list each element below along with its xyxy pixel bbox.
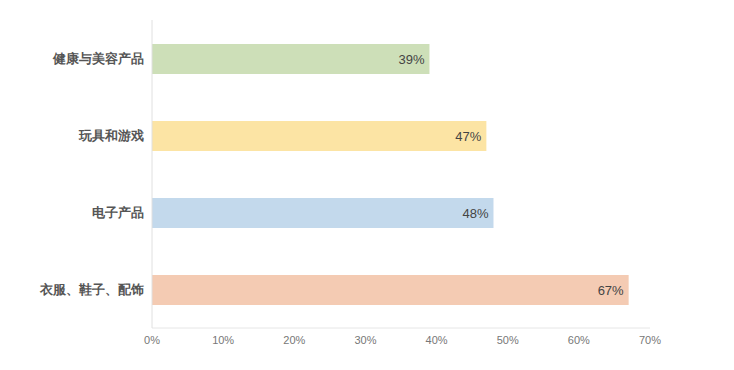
svg-text:70%: 70% — [639, 334, 661, 346]
svg-text:衣服、鞋子、配饰: 衣服、鞋子、配饰 — [39, 282, 144, 297]
svg-text:39%: 39% — [398, 52, 424, 67]
svg-text:0%: 0% — [144, 334, 160, 346]
svg-text:健康与美容产品: 健康与美容产品 — [52, 51, 144, 66]
svg-text:67%: 67% — [598, 283, 624, 298]
svg-text:10%: 10% — [212, 334, 234, 346]
svg-text:40%: 40% — [426, 334, 448, 346]
svg-text:20%: 20% — [283, 334, 305, 346]
svg-text:47%: 47% — [455, 129, 481, 144]
svg-text:48%: 48% — [462, 206, 488, 221]
svg-text:60%: 60% — [568, 334, 590, 346]
svg-text:电子产品: 电子产品 — [92, 205, 144, 220]
svg-text:50%: 50% — [497, 334, 519, 346]
svg-text:30%: 30% — [354, 334, 376, 346]
svg-text:玩具和游戏: 玩具和游戏 — [78, 128, 144, 143]
